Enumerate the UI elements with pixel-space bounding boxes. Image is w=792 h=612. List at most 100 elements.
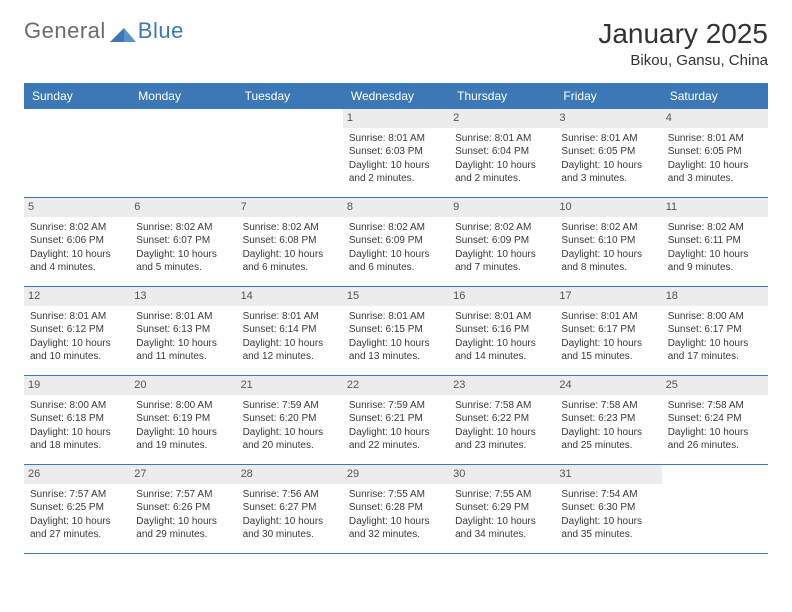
daylight-text: Daylight: 10 hours and 25 minutes. xyxy=(561,426,655,453)
calendar-week: 26Sunrise: 7:57 AMSunset: 6:25 PMDayligh… xyxy=(24,465,768,554)
sunrise-text: Sunrise: 8:01 AM xyxy=(243,310,337,324)
logo-mark-icon xyxy=(110,20,136,42)
calendar-cell: 21Sunrise: 7:59 AMSunset: 6:20 PMDayligh… xyxy=(237,376,343,464)
sunset-text: Sunset: 6:04 PM xyxy=(455,145,549,159)
daylight-text: Daylight: 10 hours and 34 minutes. xyxy=(455,515,549,542)
calendar-cell: 22 Sunrise: 7:59 AMSunset: 6:21 PMDayligh… xyxy=(343,376,449,464)
day-number: 19 xyxy=(24,376,130,395)
sunrise-text: Sunrise: 8:01 AM xyxy=(455,310,549,324)
calendar-cell: 8Sunrise: 8:02 AMSunset: 6:09 PMDaylight… xyxy=(343,198,449,286)
sunset-text: Sunset: 6:11 PM xyxy=(668,234,762,248)
weekday-wed: Wednesday xyxy=(343,83,449,109)
calendar-week: 12Sunrise: 8:01 AMSunset: 6:12 PMDayligh… xyxy=(24,287,768,376)
calendar-cell-empty xyxy=(24,109,130,197)
daylight-text: Daylight: 10 hours and 29 minutes. xyxy=(136,515,230,542)
calendar-cell: 10Sunrise: 8:02 AMSunset: 6:10 PMDayligh… xyxy=(555,198,661,286)
weekday-sun: Sunday xyxy=(24,83,130,109)
daylight-text: Daylight: 10 hours and 22 minutes. xyxy=(349,426,443,453)
sunrise-text: Sunrise: 7:57 AM xyxy=(136,488,230,502)
day-number: 26 xyxy=(24,465,130,484)
daylight-text: Daylight: 10 hours and 13 minutes. xyxy=(349,337,443,364)
weekday-mon: Monday xyxy=(130,83,236,109)
daylight-text: Daylight: 10 hours and 9 minutes. xyxy=(668,248,762,275)
sunset-text: Sunset: 6:23 PM xyxy=(561,412,655,426)
day-number: 27 xyxy=(130,465,236,484)
sunrise-text: Sunrise: 8:02 AM xyxy=(243,221,337,235)
calendar-cell: 20Sunrise: 8:00 AMSunset: 6:19 PMDayligh… xyxy=(130,376,236,464)
daylight-text: Daylight: 10 hours and 17 minutes. xyxy=(668,337,762,364)
day-number: 14 xyxy=(237,287,343,306)
day-number: 5 xyxy=(24,198,130,217)
daylight-text: Daylight: 10 hours and 30 minutes. xyxy=(243,515,337,542)
sunset-text: Sunset: 6:17 PM xyxy=(668,323,762,337)
calendar-week: 5Sunrise: 8:02 AMSunset: 6:06 PMDaylight… xyxy=(24,198,768,287)
sunset-text: Sunset: 6:26 PM xyxy=(136,501,230,515)
day-number: 6 xyxy=(130,198,236,217)
daylight-text: Daylight: 10 hours and 26 minutes. xyxy=(668,426,762,453)
day-number: 18 xyxy=(662,287,768,306)
calendar-cell: 13Sunrise: 8:01 AMSunset: 6:13 PMDayligh… xyxy=(130,287,236,375)
sunset-text: Sunset: 6:13 PM xyxy=(136,323,230,337)
sunrise-text: Sunrise: 8:01 AM xyxy=(561,132,655,146)
calendar-cell: 1Sunrise: 8:01 AMSunset: 6:03 PMDaylight… xyxy=(343,109,449,197)
sunrise-text: Sunrise: 7:56 AM xyxy=(243,488,337,502)
sunrise-text: Sunrise: 8:01 AM xyxy=(30,310,124,324)
day-number: 31 xyxy=(555,465,661,484)
daylight-text: Daylight: 10 hours and 6 minutes. xyxy=(243,248,337,275)
calendar-cell: 12Sunrise: 8:01 AMSunset: 6:12 PMDayligh… xyxy=(24,287,130,375)
daylight-text: Daylight: 10 hours and 7 minutes. xyxy=(455,248,549,275)
calendar-table: Sunday Monday Tuesday Wednesday Thursday… xyxy=(24,83,768,554)
day-number: 8 xyxy=(343,198,449,217)
daylight-text: Daylight: 10 hours and 35 minutes. xyxy=(561,515,655,542)
daylight-text: Daylight: 10 hours and 18 minutes. xyxy=(30,426,124,453)
daylight-text: Daylight: 10 hours and 3 minutes. xyxy=(561,159,655,186)
logo: General Blue xyxy=(24,18,184,44)
month-title: January 2025 xyxy=(598,18,768,50)
calendar-cell: 29Sunrise: 7:55 AMSunset: 6:28 PMDayligh… xyxy=(343,465,449,553)
sunrise-text: Sunrise: 8:01 AM xyxy=(455,132,549,146)
sunset-text: Sunset: 6:21 PM xyxy=(349,412,443,426)
sunset-text: Sunset: 6:18 PM xyxy=(30,412,124,426)
sunset-text: Sunset: 6:08 PM xyxy=(243,234,337,248)
day-number: 22 xyxy=(343,376,449,395)
calendar-cell: 11Sunrise: 8:02 AMSunset: 6:11 PMDayligh… xyxy=(662,198,768,286)
daylight-text: Daylight: 10 hours and 2 minutes. xyxy=(455,159,549,186)
sunset-text: Sunset: 6:09 PM xyxy=(349,234,443,248)
calendar-cell: 9Sunrise: 8:02 AMSunset: 6:09 PMDaylight… xyxy=(449,198,555,286)
sunset-text: Sunset: 6:03 PM xyxy=(349,145,443,159)
daylight-text: Daylight: 10 hours and 6 minutes. xyxy=(349,248,443,275)
daylight-text: Daylight: 10 hours and 4 minutes. xyxy=(30,248,124,275)
sunrise-text: Sunrise: 7:59 AM xyxy=(349,399,443,413)
sunset-text: Sunset: 6:27 PM xyxy=(243,501,337,515)
sunset-text: Sunset: 6:10 PM xyxy=(561,234,655,248)
daylight-text: Daylight: 10 hours and 15 minutes. xyxy=(561,337,655,364)
calendar-page: { "logo": { "text1": "General", "text2":… xyxy=(0,0,792,612)
sunset-text: Sunset: 6:17 PM xyxy=(561,323,655,337)
day-number: 13 xyxy=(130,287,236,306)
day-number: 11 xyxy=(662,198,768,217)
sunrise-text: Sunrise: 8:00 AM xyxy=(30,399,124,413)
sunrise-text: Sunrise: 8:02 AM xyxy=(561,221,655,235)
calendar-cell: 27 Sunrise: 7:57 AMSunset: 6:26 PMDayligh… xyxy=(130,465,236,553)
day-number: 9 xyxy=(449,198,555,217)
calendar-cell: 5Sunrise: 8:02 AMSunset: 6:06 PMDaylight… xyxy=(24,198,130,286)
title-block: January 2025 Bikou, Gansu, China xyxy=(598,18,768,69)
sunset-text: Sunset: 6:14 PM xyxy=(243,323,337,337)
sunrise-text: Sunrise: 7:58 AM xyxy=(455,399,549,413)
weekday-tue: Tuesday xyxy=(237,83,343,109)
day-number: 3 xyxy=(555,109,661,128)
calendar-cell: 6Sunrise: 8:02 AMSunset: 6:07 PMDaylight… xyxy=(130,198,236,286)
sunset-text: Sunset: 6:16 PM xyxy=(455,323,549,337)
sunrise-text: Sunrise: 7:59 AM xyxy=(243,399,337,413)
sunrise-text: Sunrise: 8:02 AM xyxy=(30,221,124,235)
sunset-text: Sunset: 6:19 PM xyxy=(136,412,230,426)
header: General Blue January 2025 Bikou, Gansu, … xyxy=(24,18,768,69)
weekday-thu: Thursday xyxy=(449,83,555,109)
day-number: 30 xyxy=(449,465,555,484)
sunset-text: Sunset: 6:07 PM xyxy=(136,234,230,248)
calendar-cell: 2Sunrise: 8:01 AMSunset: 6:04 PMDaylight… xyxy=(449,109,555,197)
day-number: 23 xyxy=(449,376,555,395)
day-number: 28 xyxy=(237,465,343,484)
location-label: Bikou, Gansu, China xyxy=(598,52,768,69)
sunrise-text: Sunrise: 8:02 AM xyxy=(136,221,230,235)
